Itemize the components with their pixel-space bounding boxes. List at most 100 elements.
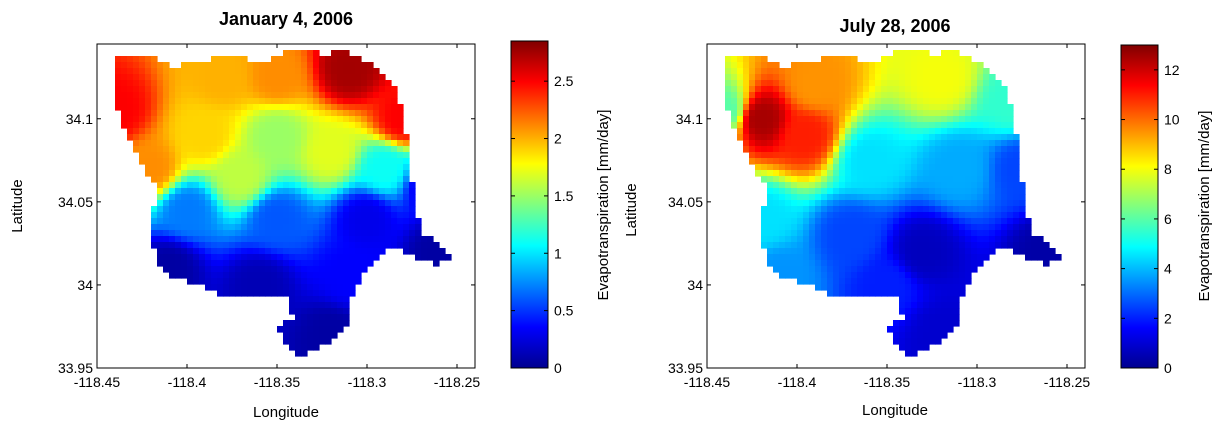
map-cell xyxy=(815,104,822,111)
map-cell xyxy=(977,248,984,255)
map-cell xyxy=(301,296,308,303)
map-cell xyxy=(869,230,876,237)
map-cell xyxy=(349,116,356,123)
map-cell xyxy=(181,200,188,207)
map-cell xyxy=(791,74,798,81)
map-cell xyxy=(313,248,320,255)
map-cell xyxy=(905,92,912,99)
map-cell xyxy=(349,200,356,207)
map-cell xyxy=(397,152,404,159)
map-cell xyxy=(181,116,188,123)
map-cell xyxy=(917,260,924,267)
map-cell xyxy=(947,170,954,177)
map-cell xyxy=(905,122,912,129)
map-cell xyxy=(797,98,804,105)
map-cell xyxy=(331,302,338,309)
colorbar-label: Evapotranspiration [mm/day] xyxy=(595,110,612,301)
map-cell xyxy=(379,182,386,189)
map-cell xyxy=(857,164,864,171)
map-cell xyxy=(373,110,380,117)
map-cell xyxy=(899,110,906,117)
map-cell xyxy=(181,248,188,255)
map-cell xyxy=(749,146,756,153)
map-cell xyxy=(205,260,212,267)
map-cell xyxy=(917,56,924,63)
map-cell xyxy=(331,314,338,321)
map-cell xyxy=(815,134,822,141)
map-cell xyxy=(905,332,912,339)
map-cell xyxy=(349,242,356,249)
map-cell xyxy=(307,332,314,339)
map-cell xyxy=(175,116,182,123)
map-cell xyxy=(971,122,978,129)
map-cell xyxy=(193,110,200,117)
map-cell xyxy=(295,278,302,285)
map-cell xyxy=(887,212,894,219)
map-cell xyxy=(929,86,936,93)
map-cell xyxy=(313,278,320,285)
map-cell xyxy=(971,260,978,267)
map-cell xyxy=(821,182,828,189)
map-cell xyxy=(773,206,780,213)
map-cell xyxy=(391,242,398,249)
map-cell xyxy=(259,74,266,81)
map-cell xyxy=(989,158,996,165)
map-cell xyxy=(797,242,804,249)
map-cell xyxy=(953,122,960,129)
map-cell xyxy=(247,152,254,159)
map-cell xyxy=(821,158,828,165)
map-cell xyxy=(343,170,350,177)
map-cell xyxy=(869,68,876,75)
map-cell xyxy=(217,254,224,261)
map-cell xyxy=(785,110,792,117)
map-cell xyxy=(271,218,278,225)
map-cell xyxy=(235,224,242,231)
map-cell xyxy=(241,194,248,201)
map-cell xyxy=(797,254,804,261)
map-cell xyxy=(743,110,750,117)
map-cell xyxy=(367,260,374,267)
map-cell xyxy=(313,308,320,315)
map-cell xyxy=(899,236,906,243)
map-cell xyxy=(211,74,218,81)
map-cell xyxy=(899,176,906,183)
map-cell xyxy=(301,218,308,225)
map-cell xyxy=(893,86,900,93)
map-cell xyxy=(839,62,846,69)
map-cell xyxy=(343,236,350,243)
map-cell xyxy=(289,182,296,189)
map-cell xyxy=(845,128,852,135)
map-cell xyxy=(121,80,128,87)
map-cell xyxy=(893,260,900,267)
map-cell xyxy=(271,74,278,81)
map-cell xyxy=(893,152,900,159)
map-cell xyxy=(767,134,774,141)
map-cell xyxy=(869,290,876,297)
map-cell xyxy=(301,200,308,207)
map-cell xyxy=(809,230,816,237)
map-cell xyxy=(953,248,960,255)
map-cell xyxy=(947,104,954,111)
map-cell xyxy=(313,344,320,351)
map-cell xyxy=(983,206,990,213)
map-cell xyxy=(1019,230,1026,237)
map-cell xyxy=(343,278,350,285)
map-cell xyxy=(229,212,236,219)
map-cell xyxy=(917,92,924,99)
map-cell xyxy=(169,116,176,123)
map-cell xyxy=(875,212,882,219)
map-cell xyxy=(827,134,834,141)
map-cell xyxy=(821,128,828,135)
map-cell xyxy=(923,152,930,159)
map-cell xyxy=(253,260,260,267)
map-cell xyxy=(881,200,888,207)
map-cell xyxy=(833,230,840,237)
map-cell xyxy=(989,146,996,153)
map-cell xyxy=(223,86,230,93)
map-cell xyxy=(833,62,840,69)
map-cell xyxy=(319,164,326,171)
map-cell xyxy=(241,266,248,273)
map-cell xyxy=(791,158,798,165)
map-cell xyxy=(899,224,906,231)
map-cell xyxy=(785,212,792,219)
